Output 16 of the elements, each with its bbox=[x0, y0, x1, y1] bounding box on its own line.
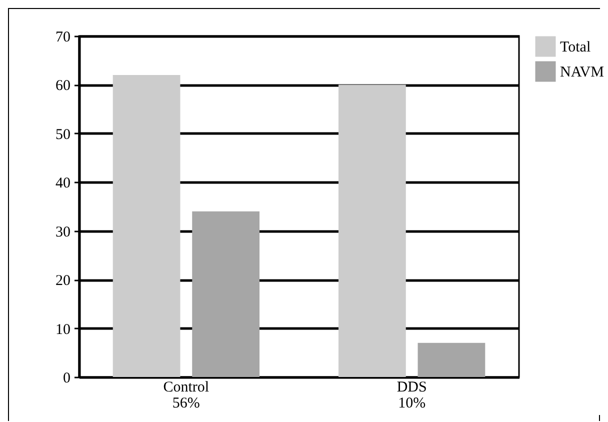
y-tick-label: 50 bbox=[56, 126, 70, 143]
bar bbox=[192, 211, 260, 377]
y-tick-label: 40 bbox=[56, 176, 70, 192]
bar bbox=[338, 84, 406, 377]
legend-label: NAVM bbox=[560, 64, 604, 80]
x-tick-label: DDS 10% bbox=[396, 380, 427, 412]
y-tick-label: 30 bbox=[56, 224, 70, 240]
y-tick-label: 0 bbox=[63, 370, 70, 386]
legend-label: Total bbox=[560, 40, 591, 56]
y-tick-label: 60 bbox=[56, 78, 70, 94]
bar bbox=[112, 74, 180, 377]
y-tick-label: 20 bbox=[56, 273, 70, 290]
bar bbox=[418, 342, 486, 377]
y-tick-label: 10 bbox=[56, 322, 70, 338]
y-tick-label: 70 bbox=[56, 30, 70, 46]
x-tick-label: Control 56% bbox=[163, 380, 210, 412]
